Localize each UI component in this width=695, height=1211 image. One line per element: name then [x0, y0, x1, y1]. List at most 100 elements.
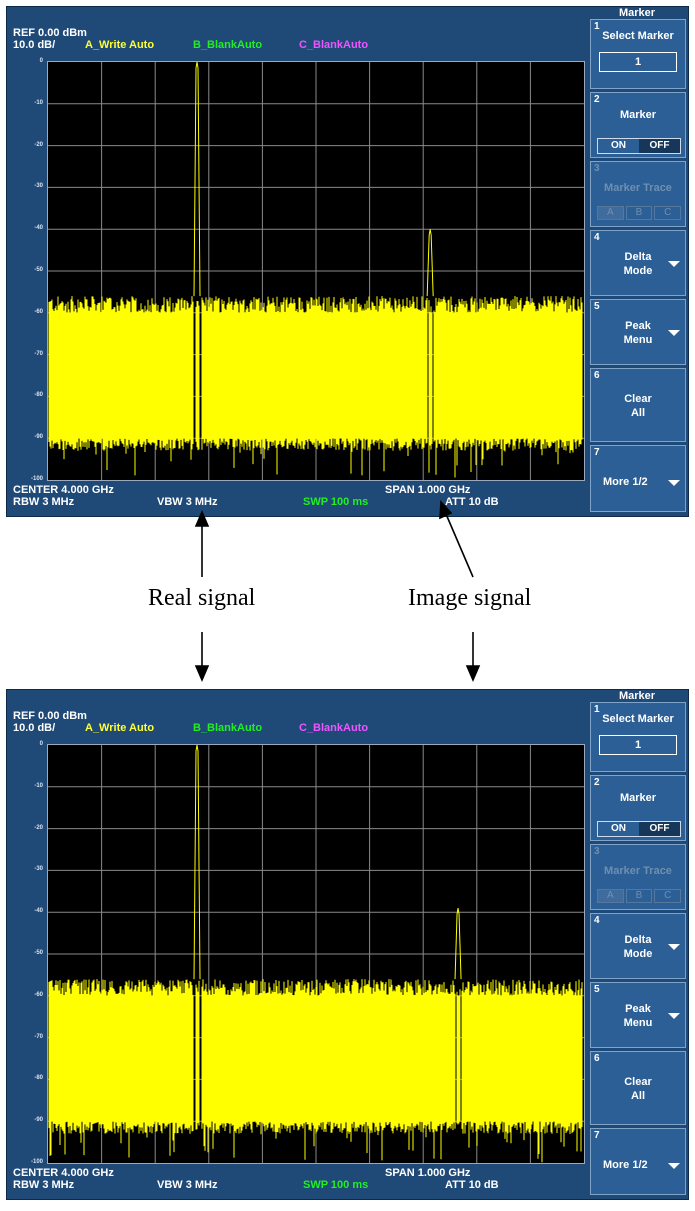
ref-level: REF 0.00 dBm — [13, 710, 87, 722]
span: SPAN 1.000 GHz — [385, 1167, 471, 1179]
key-number: 7 — [594, 447, 600, 458]
y-tick-label: -30 — [34, 866, 43, 873]
marker-softkey-panel: Marker 1 Select Marker 1 2 Marker ON OFF… — [587, 7, 689, 516]
key-number: 5 — [594, 984, 600, 995]
peak-menu-key[interactable]: 5 Peak Menu — [590, 299, 686, 365]
y-tick-label: -90 — [34, 434, 43, 441]
key-number: 5 — [594, 301, 600, 312]
y-tick-label: -60 — [34, 308, 43, 315]
select-marker-key[interactable]: 1 Select Marker 1 — [590, 19, 686, 89]
delta-mode-key[interactable]: 4 Delta Mode — [590, 230, 686, 296]
arrow-up-real-head — [194, 509, 210, 527]
clear-all-key[interactable]: 6 Clear All — [590, 1051, 686, 1125]
peak-menu-key[interactable]: 5 Peak Menu — [590, 982, 686, 1048]
attenuation: ATT 10 dB — [445, 1179, 499, 1191]
trace-c-option: C — [654, 889, 682, 903]
arrow-image-head — [439, 500, 453, 520]
marker-trace-key[interactable]: 3 Marker Trace A B C — [590, 844, 686, 910]
y-tick-label: -80 — [34, 1075, 43, 1082]
marker-toggle[interactable]: ON OFF — [597, 138, 681, 154]
panel-title: Marker — [618, 7, 656, 19]
signal-peak — [454, 907, 462, 980]
y-tick-label: -40 — [34, 908, 43, 915]
delta-mode-key[interactable]: 4 Delta Mode — [590, 913, 686, 979]
scale: 10.0 dB/ — [13, 722, 56, 734]
y-tick-label: -90 — [34, 1117, 43, 1124]
key-label: Select Marker — [602, 713, 674, 725]
arrow-image — [445, 513, 474, 578]
trace-c-option: C — [654, 206, 682, 220]
more-key[interactable]: 7 More 1/2 — [590, 1128, 686, 1195]
signal-peak — [193, 62, 201, 297]
marker-softkey-panel: Marker 1 Select Marker 1 2 Marker ON OFF… — [587, 690, 689, 1199]
marker-trace-key[interactable]: 3 Marker Trace A B C — [590, 161, 686, 227]
key-number: 4 — [594, 232, 600, 243]
key-label: Select Marker — [602, 30, 674, 42]
y-tick-label: -100 — [30, 1159, 43, 1165]
sweep-time: SWP 100 ms — [303, 1179, 369, 1191]
marker-number-field[interactable]: 1 — [599, 52, 677, 72]
ref-level: REF 0.00 dBm — [13, 27, 87, 39]
trace-b-label: B_BlankAuto — [193, 722, 263, 734]
submenu-arrow-icon — [668, 330, 680, 336]
key-label-line1: Peak — [625, 1003, 651, 1015]
y-tick-label: 0 — [39, 741, 43, 747]
trace-b-option: B — [625, 206, 653, 220]
key-label: Marker Trace — [604, 182, 672, 194]
sweep-time: SWP 100 ms — [303, 496, 369, 508]
signal-peak — [426, 229, 434, 297]
real-signal-label: Real signal — [148, 585, 256, 611]
key-number: 6 — [594, 1053, 600, 1064]
attenuation: ATT 10 dB — [445, 496, 499, 508]
marker-toggle[interactable]: ON OFF — [597, 821, 681, 837]
submenu-arrow-icon — [668, 261, 680, 267]
submenu-arrow-icon — [668, 1163, 680, 1169]
clear-all-key[interactable]: 6 Clear All — [590, 368, 686, 442]
on-option[interactable]: ON — [611, 140, 626, 151]
marker-onoff-key[interactable]: 2 Marker ON OFF — [590, 775, 686, 841]
spectrum-svg — [48, 745, 584, 1163]
y-tick-label: 0 — [39, 58, 43, 64]
center-frequency: CENTER 4.000 GHz — [13, 484, 114, 496]
scale: 10.0 dB/ — [13, 39, 56, 51]
y-tick-label: -20 — [34, 824, 43, 831]
key-label: Marker — [619, 792, 657, 804]
trace-b-option: B — [625, 889, 653, 903]
key-label-line1: Clear — [624, 1076, 652, 1088]
trace-a-option: A — [597, 206, 624, 220]
key-label-line2: All — [630, 1090, 646, 1102]
key-label-line1: Peak — [625, 320, 651, 332]
key-label-line1: Clear — [624, 393, 652, 405]
panel-title: Marker — [618, 690, 656, 702]
span: SPAN 1.000 GHz — [385, 484, 471, 496]
trace-selector: A B C — [597, 206, 682, 220]
y-tick-label: -70 — [34, 1033, 43, 1040]
key-number: 1 — [594, 704, 600, 715]
vbw: VBW 3 MHz — [157, 1179, 218, 1191]
y-tick-label: -100 — [30, 476, 43, 482]
trace-c-label: C_BlankAuto — [299, 722, 369, 734]
spectrum-plot — [47, 744, 585, 1164]
more-key[interactable]: 7 More 1/2 — [590, 445, 686, 512]
y-tick-label: -50 — [34, 267, 43, 273]
key-number: 4 — [594, 915, 600, 926]
select-marker-key[interactable]: 1 Select Marker 1 — [590, 702, 686, 772]
spectrum-svg — [48, 62, 584, 480]
y-tick-label: -50 — [34, 950, 43, 956]
key-label: More 1/2 — [603, 476, 648, 488]
analyzer-screen-top: REF 0.00 dBm 10.0 dB/ A_Write Auto B_Bla… — [6, 6, 689, 517]
key-number: 3 — [594, 163, 600, 174]
key-number: 2 — [594, 777, 600, 788]
trace-a-noise — [48, 979, 583, 1163]
trace-a-label: A_Write Auto — [85, 39, 155, 51]
y-tick-label: -10 — [34, 782, 43, 789]
off-option[interactable]: OFF — [639, 139, 680, 153]
marker-number-field[interactable]: 1 — [599, 735, 677, 755]
on-option[interactable]: ON — [611, 823, 626, 834]
submenu-arrow-icon — [668, 1013, 680, 1019]
marker-onoff-key[interactable]: 2 Marker ON OFF — [590, 92, 686, 158]
signal-peak — [193, 745, 201, 980]
submenu-arrow-icon — [668, 480, 680, 486]
off-option[interactable]: OFF — [639, 822, 680, 836]
